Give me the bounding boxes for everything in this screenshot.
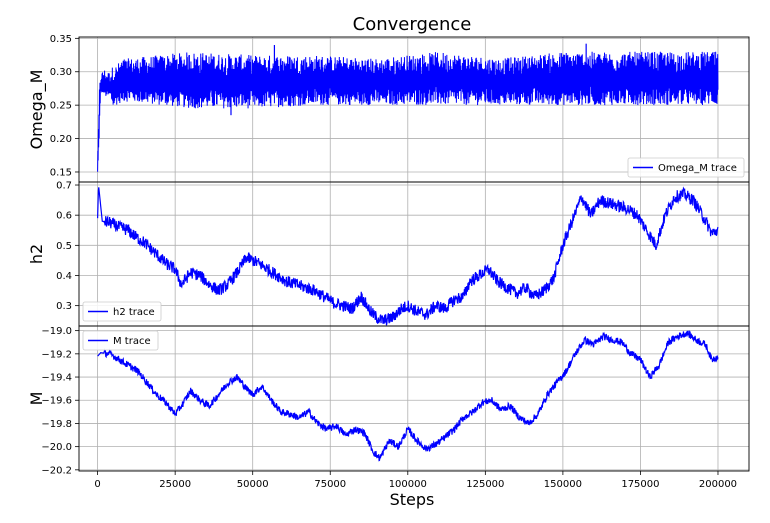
x-tick-label: 175000 <box>621 479 659 490</box>
x-tick-label: 150000 <box>544 479 582 490</box>
legend-box <box>82 301 162 322</box>
y-tick-label: −19.8 <box>41 419 72 430</box>
chart-title: Convergence <box>353 14 472 35</box>
legend-label: Omega_M trace <box>658 163 737 174</box>
trace-line <box>97 51 719 172</box>
y-tick-label: −19.2 <box>41 349 72 360</box>
y-tick-label: −19.4 <box>41 373 72 384</box>
x-tick-label: 0 <box>94 479 100 490</box>
legend: Omega_M trace <box>627 157 745 178</box>
series-h2-trace <box>97 186 719 326</box>
y-tick-label: 0.7 <box>56 181 72 192</box>
legend: M trace <box>82 330 159 351</box>
y-tick-label: −20.0 <box>41 442 72 453</box>
panel-frame <box>78 181 750 327</box>
y-axis-title: Omega_M <box>27 70 47 150</box>
series-m-trace <box>97 330 719 462</box>
y-tick-label: 0.6 <box>56 211 72 222</box>
legend: h2 trace <box>82 301 162 322</box>
x-tick-label: 75000 <box>314 479 346 490</box>
y-tick-label: 0.20 <box>50 134 72 145</box>
x-axis-title: Steps <box>390 490 435 509</box>
y-tick-label: 0.15 <box>50 167 72 178</box>
trace-line <box>97 330 719 462</box>
y-axis-title: M <box>27 392 46 406</box>
trace-line <box>97 186 719 326</box>
legend-label: M trace <box>113 336 151 347</box>
panel-3: −20.2 −20.0 −19.8 −19.6 −19.4 −19.2 −19.0 M 0 250… <box>27 325 750 490</box>
y-tick-label: 0.4 <box>56 271 72 282</box>
y-tick-label: 0.25 <box>50 101 72 112</box>
panel-frame <box>78 325 750 472</box>
y-tick-label: 0.5 <box>56 241 72 252</box>
panel-2: 0.3 0.4 0.5 0.6 0.7 h2 h2 trace <box>27 181 750 327</box>
x-tick-label: 100000 <box>389 479 427 490</box>
y-tick-label: 0.3 <box>56 301 72 312</box>
x-tick-label: 50000 <box>237 479 269 490</box>
y-tick-label: 0.35 <box>50 34 72 45</box>
y-tick-label: −20.2 <box>41 465 72 476</box>
x-tick-label: 125000 <box>466 479 504 490</box>
legend-label: h2 trace <box>113 307 155 318</box>
legend-box <box>627 157 745 178</box>
y-tick-label: −19.0 <box>41 326 72 337</box>
panel-1: 0.15 0.20 0.25 0.30 0.35 Omega_M Omega_M trace <box>27 34 750 183</box>
y-tick-label: −19.6 <box>41 396 72 407</box>
legend-box <box>82 330 159 351</box>
x-tick-label: 200000 <box>699 479 737 490</box>
y-axis-title: h2 <box>27 244 46 264</box>
x-tick-label: 25000 <box>159 479 191 490</box>
series-omega-m-trace <box>97 43 719 172</box>
y-tick-label: 0.30 <box>50 67 72 78</box>
